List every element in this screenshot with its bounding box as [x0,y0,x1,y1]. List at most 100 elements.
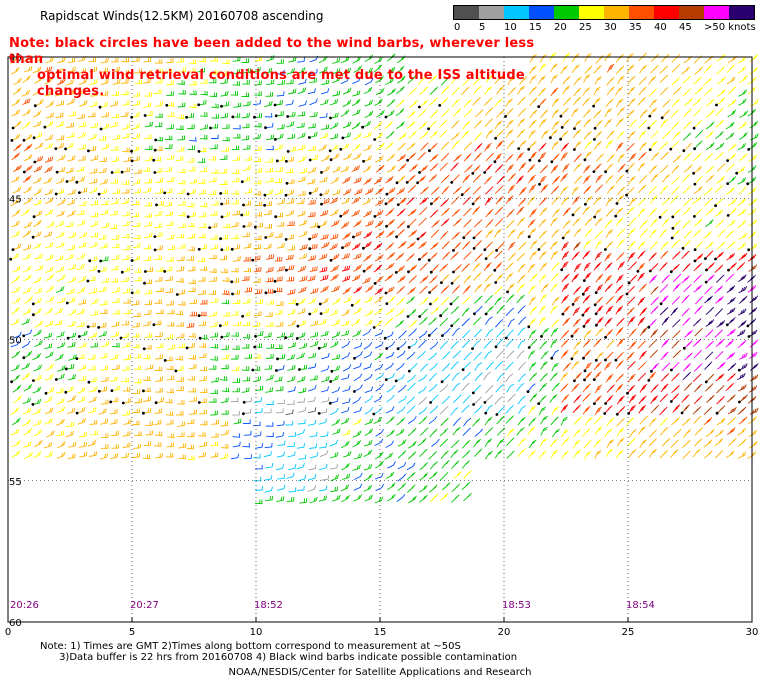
wind-barb [255,464,263,470]
legend-swatch [529,6,554,19]
wind-barb [317,342,328,350]
contamination-dot [75,357,79,360]
wind-barb [332,68,341,74]
wind-barb [494,274,504,284]
contamination-dot [32,136,36,140]
wind-barb [386,165,396,173]
wind-barb [45,363,54,371]
wind-barb [68,354,77,361]
wind-barb [594,284,604,294]
wind-barb [285,156,295,163]
wind-barb [462,296,471,305]
wind-barb [56,154,66,161]
wind-barb [100,365,109,371]
wind-barb [519,76,528,85]
wind-barb [155,68,164,74]
wind-barb [230,310,239,316]
wind-barb [419,316,428,326]
wind-barb [284,189,295,197]
wind-barb [672,404,681,413]
wind-barb [199,299,208,305]
wind-barb [397,461,407,470]
contamination-dot [32,215,36,219]
contamination-dot [110,171,114,174]
wind-barb [462,372,471,381]
wind-barb [373,242,383,251]
wind-barb [474,448,483,457]
wind-barb [23,65,33,73]
wind-barb [419,297,429,306]
wind-barb [551,382,560,392]
wind-barb [241,275,250,282]
wind-barb [494,228,502,238]
wind-barb [79,451,88,458]
wind-barb [100,444,109,449]
wind-barb [198,452,207,458]
contamination-dot [704,280,708,284]
wind-barb [287,364,296,371]
wind-barb [748,416,758,425]
wind-barb [176,277,185,283]
wind-barb [662,130,671,139]
wind-barb [222,277,230,283]
wind-barb [274,111,284,118]
wind-barb [615,174,624,184]
wind-barb [660,119,669,128]
contamination-dot [185,346,189,350]
wind-barb [616,228,626,238]
wind-barb [109,121,119,128]
wind-barb [628,340,637,350]
wind-barb [54,373,65,381]
wind-barb [571,186,579,196]
wind-barb [33,329,42,337]
wind-barb [165,452,174,458]
wind-barb [650,286,659,295]
wind-barb [484,316,493,325]
color-scale-labels: 0 5 10 15 20 25 30 35 40 45 >50 knots [453,20,756,34]
wind-barb [693,262,703,272]
wind-barb [384,373,395,381]
wind-barb [198,334,208,340]
wind-barb [78,231,88,239]
wind-barb [705,428,715,437]
wind-barb [209,311,217,317]
wind-barb [265,177,274,183]
wind-barb [737,340,747,349]
contamination-dot [383,336,387,340]
wind-barb [244,454,252,460]
wind-barb [76,308,85,316]
wind-barb [560,152,568,161]
wind-barb [220,180,228,185]
wind-barb [727,416,736,426]
wind-barb [451,98,460,108]
wind-barb [473,328,483,338]
wind-barb [265,167,274,173]
wind-barb [32,353,41,361]
wind-barb [638,151,647,161]
wind-barb [419,275,429,284]
wind-barb [571,64,580,74]
wind-barb [461,450,471,459]
wind-barb [605,98,614,108]
wind-barb [405,174,416,184]
wind-barb [408,130,417,139]
wind-barb [285,209,295,217]
contamination-dot [593,138,596,141]
wind-barb [186,256,195,261]
wind-barb [595,55,604,64]
wind-barb [274,256,283,262]
wind-barb [572,129,581,139]
wind-barb [11,98,21,107]
contamination-dot [230,280,234,284]
wind-barb [670,195,679,204]
wind-barb [363,449,373,457]
contamination-dot [263,203,266,207]
wind-barb [550,349,560,360]
wind-barb [98,234,107,240]
wind-barb [12,384,22,393]
wind-barb [187,222,195,228]
contamination-dot [593,303,597,307]
contamination-dot [670,236,674,240]
wind-barb [342,397,351,405]
contamination-dot [473,312,476,316]
